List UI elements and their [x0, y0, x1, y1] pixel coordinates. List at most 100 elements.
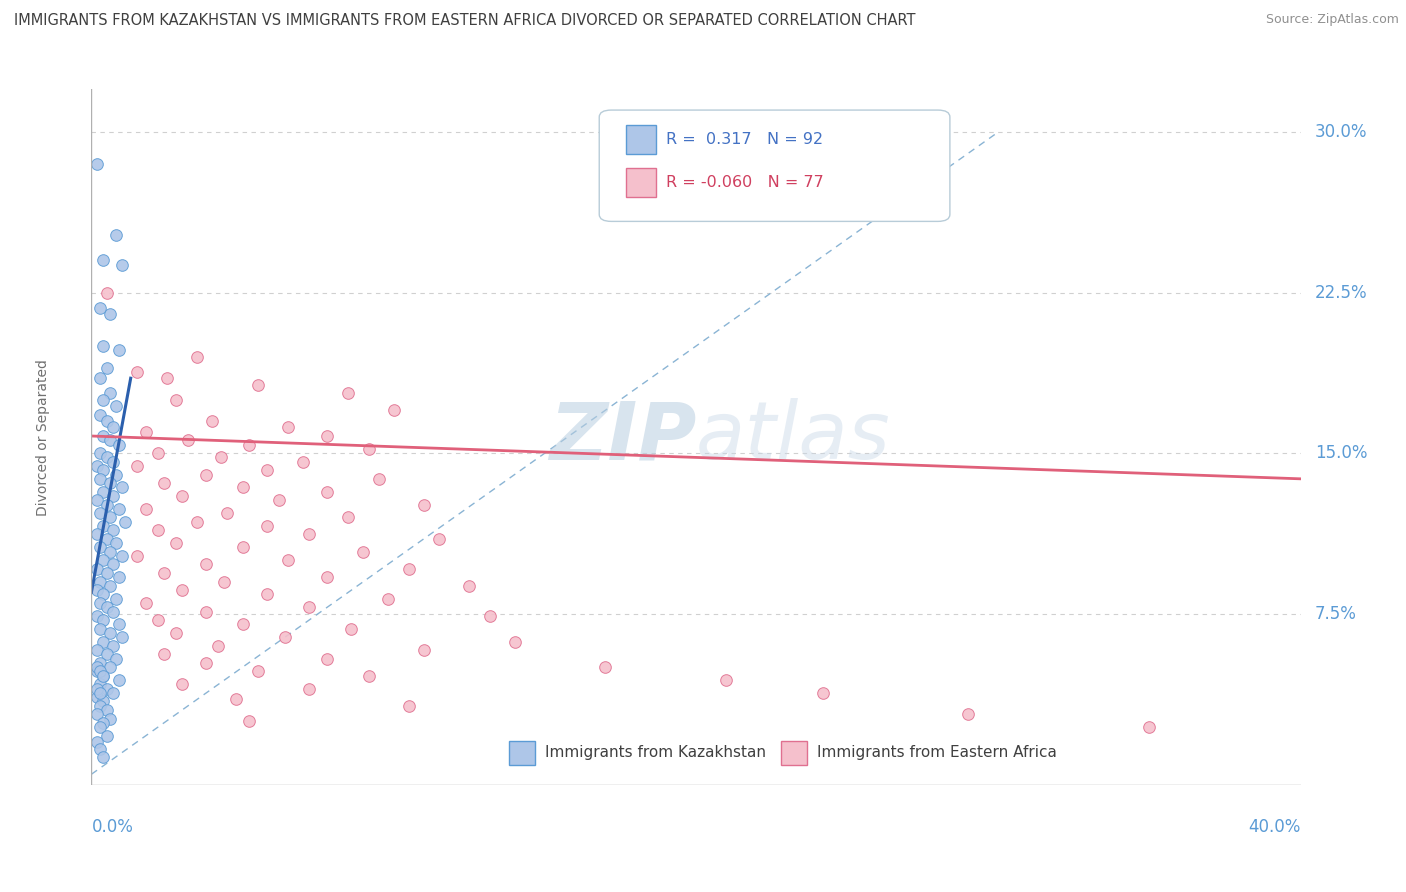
- Point: [125, 458, 148, 473]
- Point: [107, 437, 129, 451]
- Point: [413, 498, 436, 512]
- Point: [146, 523, 169, 537]
- Point: [195, 656, 218, 670]
- Point: [98, 307, 121, 321]
- Text: 7.5%: 7.5%: [1315, 605, 1357, 623]
- Point: [101, 558, 124, 572]
- Point: [195, 605, 218, 619]
- Point: [93, 429, 115, 443]
- Point: [398, 698, 420, 713]
- Point: [93, 694, 115, 708]
- Point: [89, 408, 111, 422]
- Point: [107, 617, 129, 632]
- Point: [104, 591, 127, 606]
- Point: [86, 458, 108, 473]
- Text: ZIP: ZIP: [548, 398, 696, 476]
- Point: [104, 467, 127, 482]
- Point: [217, 506, 239, 520]
- Point: [146, 613, 169, 627]
- Point: [316, 651, 339, 665]
- Point: [93, 634, 115, 648]
- Text: Source: ZipAtlas.com: Source: ZipAtlas.com: [1265, 13, 1399, 27]
- Point: [186, 515, 208, 529]
- Point: [98, 476, 121, 491]
- Point: [93, 553, 115, 567]
- Point: [93, 715, 115, 730]
- Point: [153, 648, 176, 662]
- Point: [93, 669, 115, 683]
- Point: [125, 365, 148, 379]
- Point: [246, 377, 269, 392]
- Point: [96, 532, 118, 546]
- Point: [135, 501, 157, 516]
- Point: [93, 669, 115, 683]
- Point: [101, 489, 124, 503]
- Point: [165, 626, 187, 640]
- Text: Immigrants from Kazakhstan: Immigrants from Kazakhstan: [544, 746, 766, 761]
- Point: [298, 527, 321, 541]
- Point: [292, 455, 315, 469]
- Point: [359, 669, 381, 683]
- Point: [367, 472, 389, 486]
- Text: atlas: atlas: [696, 398, 891, 476]
- Point: [316, 570, 339, 584]
- Point: [96, 648, 118, 662]
- Point: [86, 493, 108, 508]
- Point: [156, 371, 179, 385]
- Point: [274, 630, 297, 644]
- Text: R = -0.060   N = 77: R = -0.060 N = 77: [665, 175, 824, 190]
- Point: [93, 253, 115, 268]
- Point: [595, 660, 617, 674]
- Point: [316, 429, 339, 443]
- Point: [209, 450, 232, 465]
- Point: [337, 386, 360, 401]
- Point: [246, 665, 269, 679]
- Point: [86, 608, 108, 623]
- Point: [89, 541, 111, 555]
- Point: [177, 434, 200, 448]
- Point: [89, 741, 111, 756]
- Point: [195, 558, 218, 572]
- Point: [225, 692, 247, 706]
- Point: [93, 519, 115, 533]
- Point: [111, 258, 132, 272]
- Point: [89, 698, 111, 713]
- Point: [714, 673, 737, 687]
- Point: [172, 489, 194, 503]
- Point: [337, 510, 360, 524]
- Point: [98, 434, 121, 448]
- Point: [96, 285, 118, 300]
- Point: [96, 681, 118, 696]
- Point: [101, 686, 124, 700]
- Point: [89, 720, 111, 734]
- Point: [89, 665, 111, 679]
- Text: IMMIGRANTS FROM KAZAKHSTAN VS IMMIGRANTS FROM EASTERN AFRICA DIVORCED OR SEPARAT: IMMIGRANTS FROM KAZAKHSTAN VS IMMIGRANTS…: [14, 13, 915, 29]
- Point: [93, 392, 115, 407]
- Point: [98, 544, 121, 558]
- Point: [298, 681, 321, 696]
- Point: [86, 707, 108, 722]
- Point: [398, 562, 420, 576]
- Point: [1139, 720, 1161, 734]
- Point: [104, 227, 127, 242]
- Point: [89, 574, 111, 589]
- Point: [165, 392, 187, 407]
- Text: 30.0%: 30.0%: [1315, 123, 1368, 141]
- Point: [89, 371, 111, 385]
- Point: [207, 639, 229, 653]
- Point: [98, 626, 121, 640]
- Point: [101, 455, 124, 469]
- Point: [86, 660, 108, 674]
- Point: [93, 587, 115, 601]
- Point: [382, 403, 405, 417]
- Point: [111, 549, 132, 563]
- Point: [93, 613, 115, 627]
- Point: [96, 498, 118, 512]
- Point: [172, 677, 194, 691]
- FancyBboxPatch shape: [780, 741, 807, 765]
- Point: [413, 643, 436, 657]
- Point: [89, 506, 111, 520]
- Point: [86, 157, 108, 171]
- Point: [86, 665, 108, 679]
- Point: [107, 570, 129, 584]
